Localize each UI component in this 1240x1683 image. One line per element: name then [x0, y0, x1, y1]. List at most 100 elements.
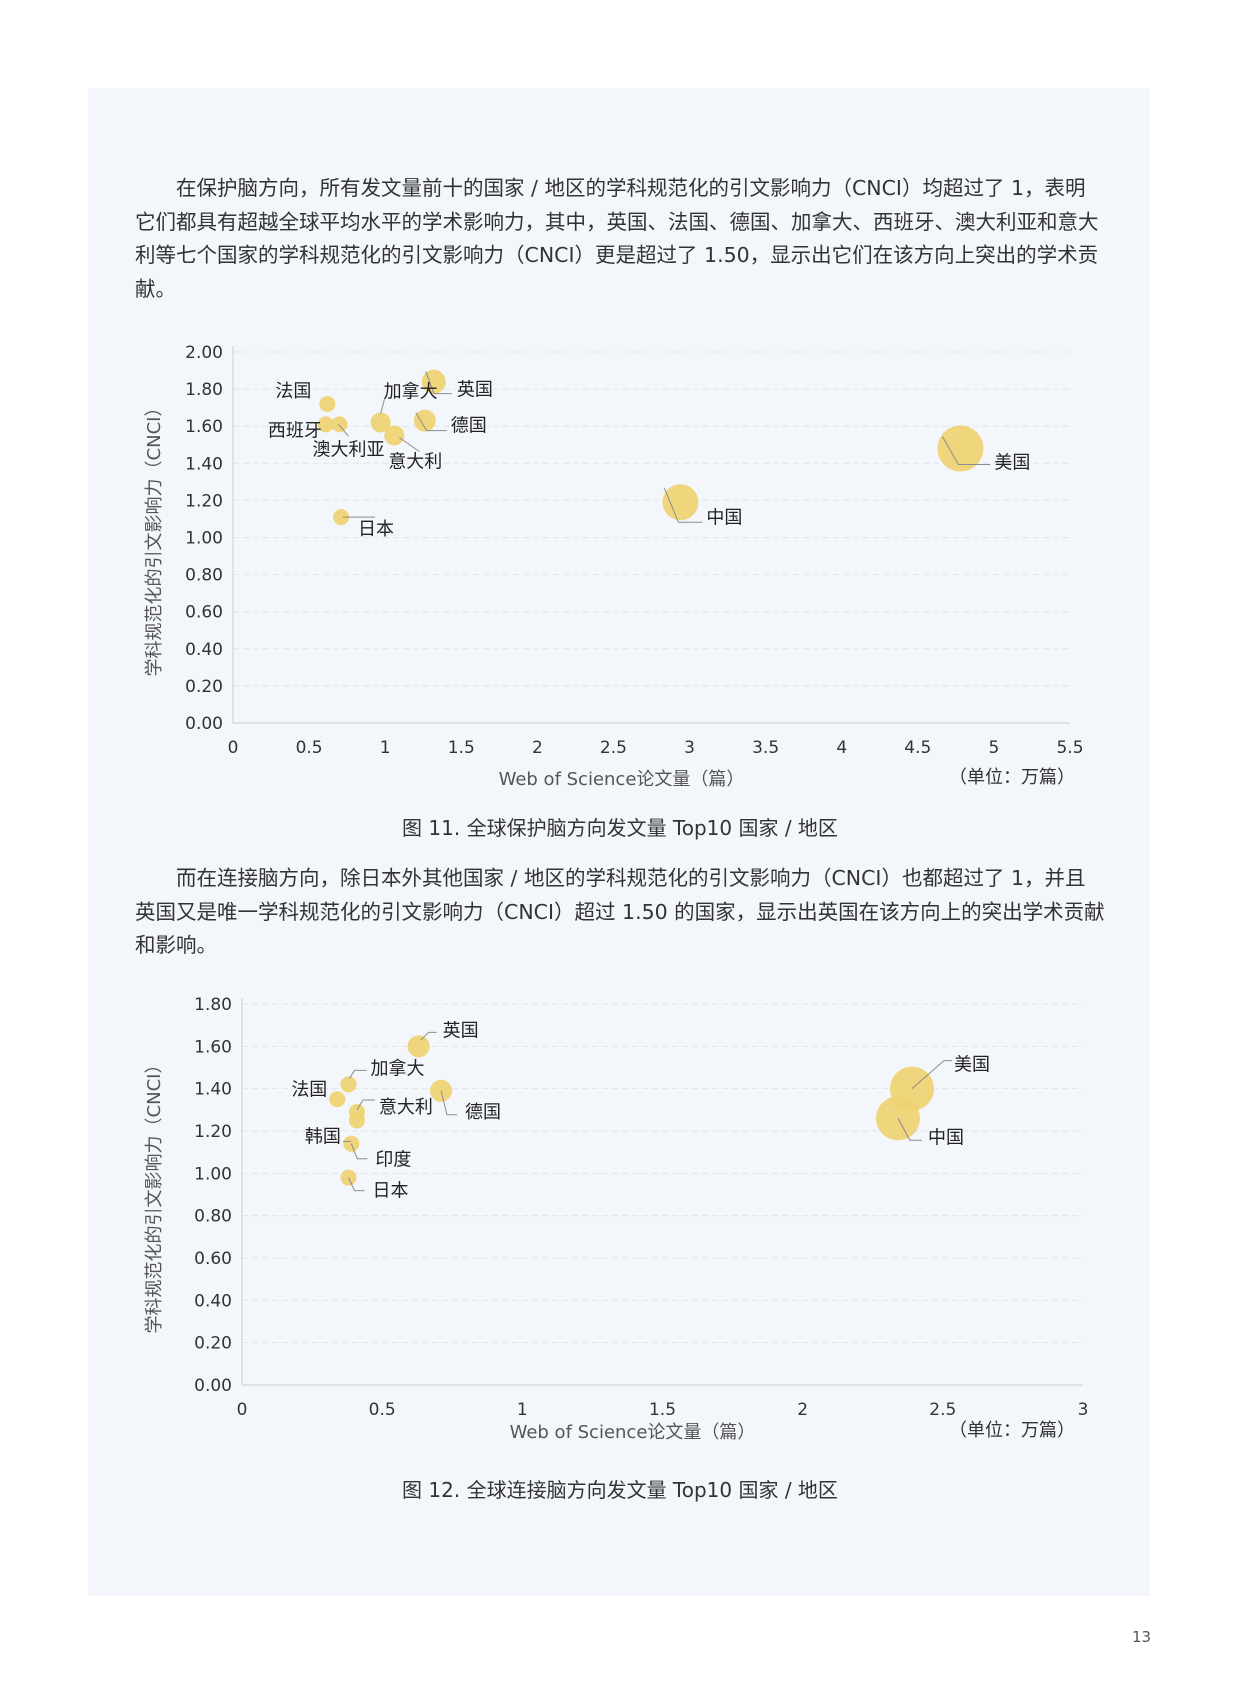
point-label: 意大利	[379, 1097, 433, 1118]
bubble-point	[319, 395, 336, 412]
y-tick-label: 0.80	[185, 566, 223, 586]
leader-line	[911, 1060, 952, 1090]
x-tick-label: 0	[228, 738, 239, 758]
y-tick-label: 1.40	[194, 1080, 232, 1100]
point-label: 印度	[375, 1150, 411, 1171]
y-tick-label: 0.00	[185, 714, 223, 734]
scatter-chart-1: 0.00 0.20 0.40 0.60 0.80 1.00 1.20 1.40 1.60 1.80…	[144, 343, 1084, 790]
y-tick-label: 0.20	[185, 677, 223, 697]
paragraph-2: 而在连接脑方向，除日本外其他国家 / 地区的学科规范化的引文影响力（CNCI）也…	[135, 866, 1105, 957]
unit-note: （单位：万篇）	[949, 1420, 1075, 1441]
content-panel	[88, 88, 1150, 1596]
x-tick-label: 0.5	[369, 1400, 396, 1420]
y-tick-label: 1.60	[194, 1037, 232, 1057]
leader-line	[356, 1099, 375, 1111]
point-label: 中国	[706, 507, 742, 528]
point-label: 西班牙	[268, 420, 322, 441]
paragraph-1: 在保护脑方向，所有发文量前十的国家 / 地区的学科规范化的引文影响力（CNCI）…	[135, 176, 1099, 301]
bubble-point	[937, 425, 984, 472]
x-tick-label: 2	[532, 738, 543, 758]
bubble-point	[370, 412, 391, 433]
y-tick-label: 1.20	[194, 1122, 232, 1142]
y-tick-label: 1.00	[194, 1164, 232, 1184]
point-label: 法国	[275, 381, 311, 402]
leader-line	[663, 488, 703, 523]
point-label: 韩国	[305, 1126, 341, 1147]
y-tick-label: 0.40	[185, 640, 223, 660]
y-tick-label: 0.60	[194, 1249, 232, 1269]
y-axis-title: 学科规范化的引文影响力（CNCI）	[144, 1056, 165, 1334]
x-tick-label: 4	[836, 738, 847, 758]
y-tick-label: 2.00	[185, 343, 223, 363]
x-axis-title: Web of Science论文量（篇）	[510, 1422, 756, 1443]
scatter-chart-2: 0.00 0.20 0.40 0.60 0.80 1.00 1.20 1.40 1.60 1.80…	[144, 995, 1089, 1443]
point-label: 英国	[457, 380, 493, 401]
point-label: 德国	[451, 416, 487, 437]
point-label: 意大利	[388, 451, 442, 472]
bubble-point	[317, 416, 334, 433]
leader-line	[338, 424, 349, 437]
point-label: 法国	[291, 1079, 327, 1100]
x-tick-label: 1	[517, 1400, 528, 1420]
x-tick-label: 1.5	[448, 738, 475, 758]
unit-note: （单位：万篇）	[949, 767, 1075, 788]
point-label: 日本	[358, 519, 394, 540]
bubble-point	[331, 416, 348, 433]
x-tick-label: 2	[797, 1400, 808, 1420]
point-label: 美国	[954, 1055, 990, 1076]
x-axis-title: Web of Science论文量（篇）	[499, 769, 745, 790]
leader-line	[399, 437, 420, 452]
bubble-point	[421, 369, 446, 394]
x-tick-label: 0	[237, 1400, 248, 1420]
leader-line	[897, 1118, 922, 1141]
y-tick-label: 1.60	[185, 417, 223, 437]
bubble-point	[340, 1076, 357, 1093]
leader-line	[350, 1143, 368, 1160]
x-tick-label: 3.5	[752, 738, 779, 758]
y-tick-label: 1.80	[185, 380, 223, 400]
y-tick-label: 1.00	[185, 529, 223, 549]
y-tick-label: 1.80	[194, 995, 232, 1015]
x-tick-label: 3	[684, 738, 695, 758]
y-tick-label: 0.80	[194, 1207, 232, 1227]
x-tick-label: 1	[380, 738, 391, 758]
bubble-point	[413, 409, 436, 432]
page-number: 13	[1132, 1628, 1152, 1646]
point-label: 英国	[443, 1020, 479, 1041]
x-tick-label: 1.5	[649, 1400, 676, 1420]
point-label: 澳大利亚	[313, 439, 385, 460]
y-tick-label: 0.00	[194, 1376, 232, 1396]
chart-protect-brain: 0.00 0.20 0.40 0.60 0.80 1.00 1.20 1.40 1.60 1.80…	[0, 0, 1240, 800]
figure-caption-11: 图 11. 全球保护脑方向发文量 Top10 国家 / 地区	[402, 816, 838, 840]
point-label: 日本	[373, 1181, 409, 1202]
y-tick-label: 0.40	[194, 1291, 232, 1311]
chart-connect-brain: 0.00 0.20 0.40 0.60 0.80 1.00 1.20 1.40 1.60 1.80…	[144, 995, 1089, 1443]
bubble-point	[384, 425, 405, 446]
bubble-point	[407, 1035, 430, 1058]
x-tick-label: 5.5	[1056, 738, 1083, 758]
x-tick-label: 2.5	[600, 738, 627, 758]
leader-line	[380, 398, 386, 414]
point-label: 德国	[465, 1102, 501, 1123]
bubble-point	[348, 1112, 365, 1129]
bubble-point	[333, 509, 350, 526]
point-label: 加拿大	[384, 380, 438, 402]
leader-line	[349, 1069, 367, 1079]
leader-line	[941, 436, 991, 465]
x-tick-label: 3	[1078, 1400, 1089, 1420]
x-tick-label: 0.5	[296, 738, 323, 758]
leader-line	[440, 1090, 458, 1116]
leader-line	[348, 1177, 365, 1192]
x-tick-label: 4.5	[904, 738, 931, 758]
y-tick-label: 1.20	[185, 491, 223, 511]
bubble-point	[662, 484, 699, 521]
x-tick-label: 5	[988, 738, 999, 758]
point-label: 加拿大	[371, 1057, 425, 1079]
y-tick-label: 0.60	[185, 603, 223, 623]
figure-caption-12: 图 12. 全球连接脑方向发文量 Top10 国家 / 地区	[402, 1478, 838, 1502]
leader-line	[415, 412, 447, 432]
x-tick-label: 2.5	[929, 1400, 956, 1420]
leader-line	[420, 1031, 437, 1041]
bubble-point	[329, 1091, 346, 1108]
point-label: 中国	[928, 1127, 964, 1148]
